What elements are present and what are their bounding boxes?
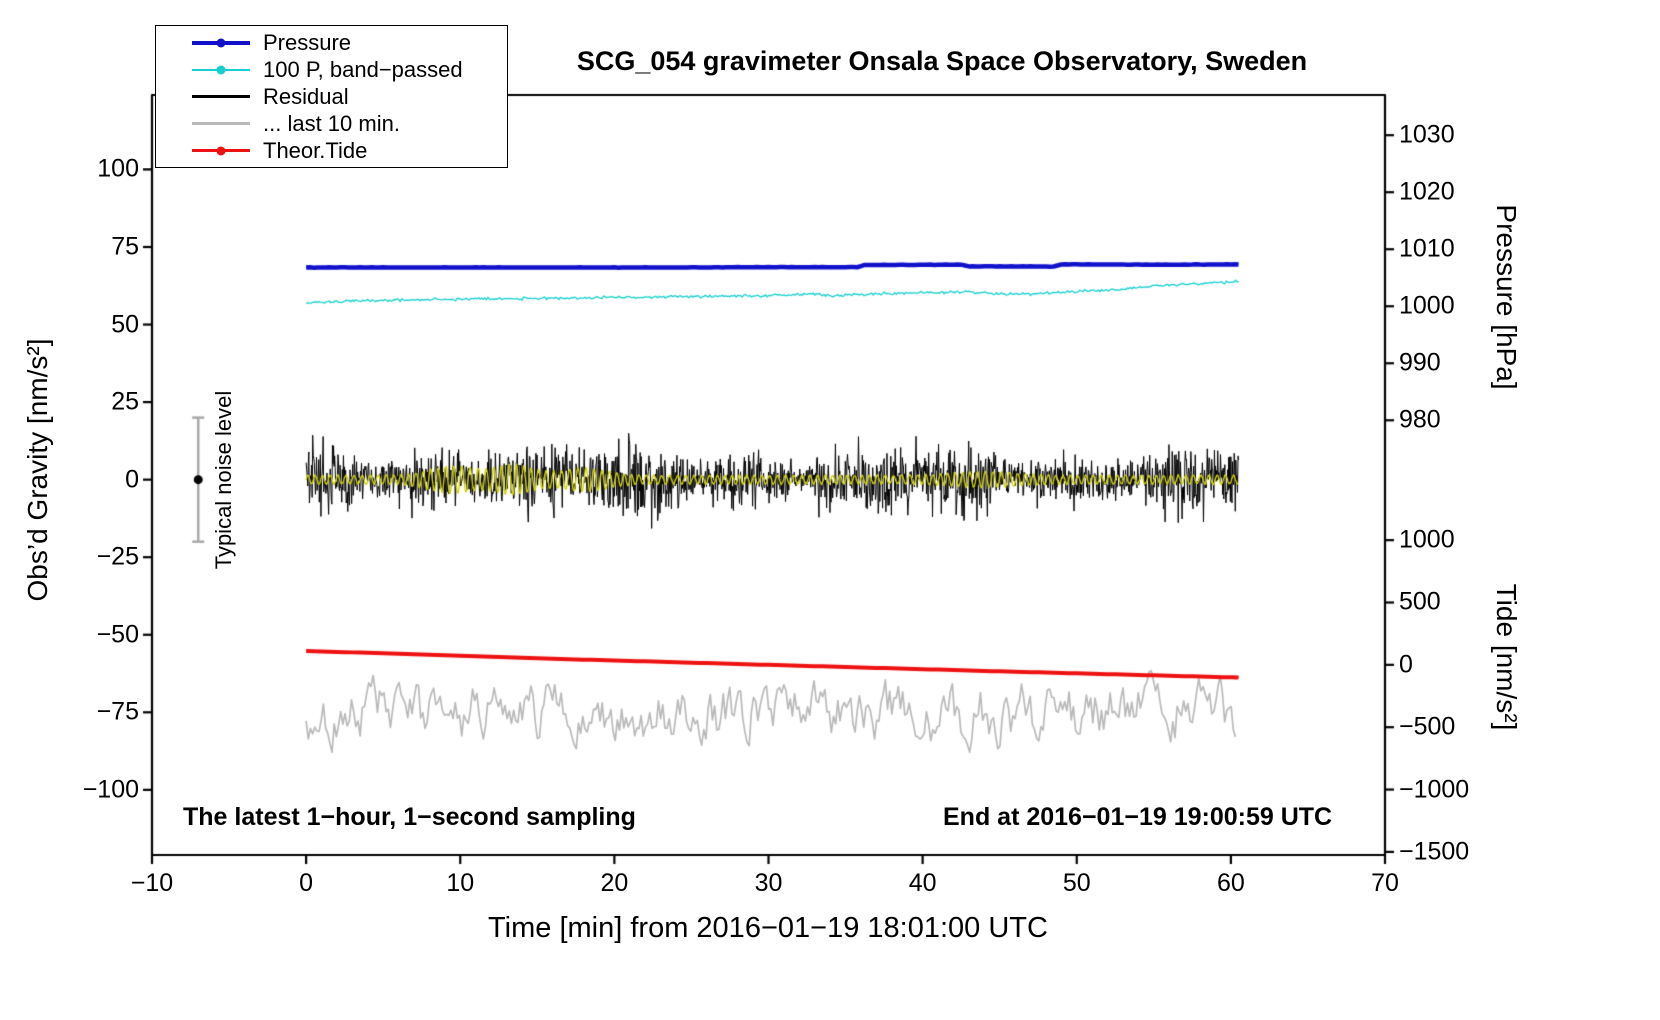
y-tick-label-pressure: 1010 bbox=[1399, 234, 1455, 263]
legend-item-label: Residual bbox=[263, 83, 349, 109]
y-tick-label-gravity: −75 bbox=[96, 697, 139, 726]
legend-line-icon bbox=[192, 65, 250, 74]
x-tick-label: 60 bbox=[1216, 869, 1245, 897]
y-tick-label-pressure: 1030 bbox=[1399, 120, 1455, 149]
x-tick-label: 50 bbox=[1062, 869, 1091, 897]
legend-item-label: ... last 10 min. bbox=[263, 110, 400, 136]
x-tick-label: 10 bbox=[446, 869, 475, 897]
legend-item-label: Theor.Tide bbox=[263, 137, 368, 163]
legend-dot-icon bbox=[216, 146, 226, 155]
y-tick-label-gravity: −100 bbox=[82, 775, 139, 804]
legend-line-icon bbox=[192, 38, 250, 47]
x-tick-label: 40 bbox=[908, 869, 937, 897]
x-tick-label: 30 bbox=[754, 869, 783, 897]
legend-line-icon bbox=[192, 146, 250, 155]
legend-item: Residual bbox=[156, 84, 507, 110]
y-tick-label-pressure: 990 bbox=[1399, 348, 1441, 377]
y-tick-label-tide: −1500 bbox=[1399, 837, 1470, 866]
sampling-note: The latest 1−hour, 1−second sampling bbox=[183, 803, 636, 831]
y-tick-label-gravity: 100 bbox=[97, 154, 139, 183]
y-tick-label-gravity: −50 bbox=[96, 620, 139, 649]
x-axis-label: Time [min] from 2016−01−19 18:01:00 UTC bbox=[488, 912, 1048, 944]
end-time-note: End at 2016−01−19 19:00:59 UTC bbox=[943, 803, 1333, 831]
y-axis-label-gravity: Obs’d Gravity [nm/s²] bbox=[22, 338, 53, 602]
y-tick-label-tide: 1000 bbox=[1399, 525, 1455, 554]
y-tick-label-tide: 500 bbox=[1399, 587, 1441, 616]
x-tick-label: 0 bbox=[299, 869, 314, 897]
y-tick-label-gravity: 75 bbox=[111, 232, 139, 261]
legend-dot-icon bbox=[216, 38, 226, 47]
legend-line-icon bbox=[192, 95, 250, 98]
legend-item: 100 P, band−passed bbox=[156, 57, 507, 83]
y-tick-label-pressure: 980 bbox=[1399, 405, 1441, 434]
legend-item-label: 100 P, band−passed bbox=[263, 56, 463, 82]
y-tick-label-tide: 0 bbox=[1399, 650, 1413, 679]
y-tick-label-gravity: 25 bbox=[111, 387, 139, 416]
y-tick-label-pressure: 1000 bbox=[1399, 291, 1455, 320]
x-tick-label: 70 bbox=[1371, 869, 1399, 897]
y-tick-label-gravity: 50 bbox=[111, 310, 139, 339]
chart-title: SCG_054 gravimeter Onsala Space Observat… bbox=[576, 46, 1308, 76]
y-axis-label-pressure: Pressure [hPa] bbox=[1491, 204, 1522, 390]
legend-item: Theor.Tide bbox=[156, 138, 507, 164]
noise-level-label: Typical noise level bbox=[211, 390, 236, 570]
x-tick-label: 20 bbox=[600, 869, 629, 897]
legend-item: Pressure bbox=[156, 30, 507, 56]
legend-item: ... last 10 min. bbox=[156, 111, 507, 137]
legend-dot-icon bbox=[216, 65, 226, 74]
legend: Pressure 100 P, band−passed Residual... la… bbox=[155, 25, 508, 168]
y-tick-label-tide: −1000 bbox=[1399, 775, 1470, 804]
y-tick-label-pressure: 1020 bbox=[1399, 177, 1455, 206]
y-axis-label-tide: Tide [nm/s²] bbox=[1491, 583, 1522, 731]
y-tick-label-gravity: 0 bbox=[125, 465, 139, 494]
x-tick-label: −10 bbox=[130, 869, 174, 897]
legend-line-icon bbox=[192, 122, 250, 125]
y-tick-label-gravity: −25 bbox=[96, 542, 139, 571]
legend-item-label: Pressure bbox=[263, 29, 352, 55]
y-tick-label-tide: −500 bbox=[1399, 712, 1456, 741]
